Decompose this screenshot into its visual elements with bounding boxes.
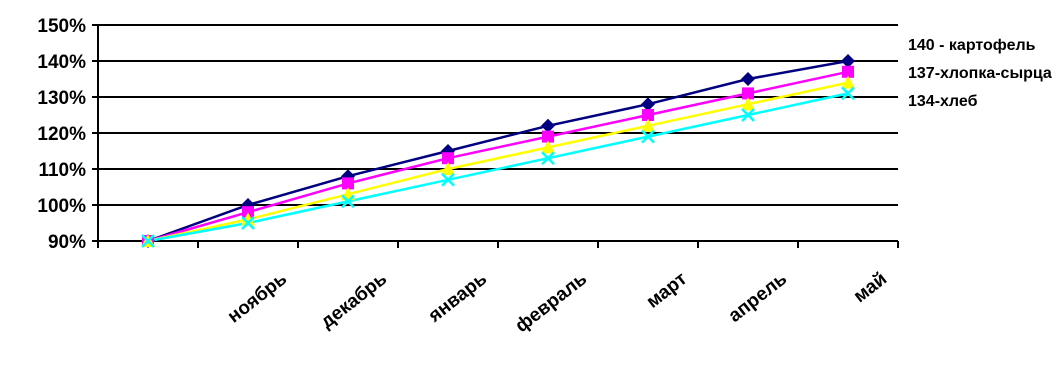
data-point-marker [741,108,755,122]
data-point-marker [541,151,555,166]
x-category-labels: ноябрь декабрь январь февраль март апрель май [224,268,891,337]
y-tick-label: 110% [38,160,86,181]
x-category-label: ноябрь [224,268,291,327]
data-point-marker [441,162,455,175]
data-point-marker [542,130,554,143]
y-tick-labels: 90% 100% 110% 120% 130% 140% 150% [37,16,86,253]
axes [92,24,899,248]
y-tick-label: 140% [37,52,86,73]
y-tick-label: 120% [37,124,86,145]
data-point-marker [241,216,255,230]
data-point-marker [641,118,655,132]
data-point-marker [341,194,355,209]
data-point-marker [342,177,354,190]
data-point-marker [641,129,655,144]
y-tick-label: 150% [37,16,86,37]
data-point-marker [241,212,255,226]
series-label: 140 - картофель [908,37,1036,54]
x-category-label: май [850,268,891,307]
x-category-label: апрель [725,268,791,326]
series-labels: 140 - картофель 137-хлопка-сырца 134-хлеб [908,37,1052,110]
grid-lines [98,24,898,206]
data-point-marker [441,172,455,187]
data-point-marker [642,109,654,121]
series-line [147,70,849,243]
y-tick-label: 90% [48,232,86,253]
data-point-marker [141,234,155,248]
series-line [147,81,849,243]
data-point-marker [242,206,254,219]
data-point-marker [842,65,854,78]
series-label: 134-хлеб [908,93,978,110]
data-point-marker [641,97,655,112]
data-point-marker [741,97,755,111]
x-category-label: декабрь [317,268,391,332]
y-tick-label: 130% [37,88,86,109]
data-point-marker [442,152,454,165]
x-category-label: январь [424,268,491,327]
data-point-marker [841,75,855,89]
data-point-marker [841,86,855,101]
data-point-marker [841,54,855,68]
series-markers [141,54,855,248]
y-tick-label: 100% [37,196,86,217]
series-line [147,59,849,243]
x-category-label: март [643,268,691,312]
data-point-marker [741,72,755,86]
data-point-marker [541,140,555,154]
series-lines [147,59,849,243]
data-point-marker [541,118,555,133]
data-point-marker [742,87,754,100]
series-line [147,92,849,243]
x-category-label: февраль [512,268,592,337]
series-label: 137-хлопка-сырца [908,65,1052,82]
